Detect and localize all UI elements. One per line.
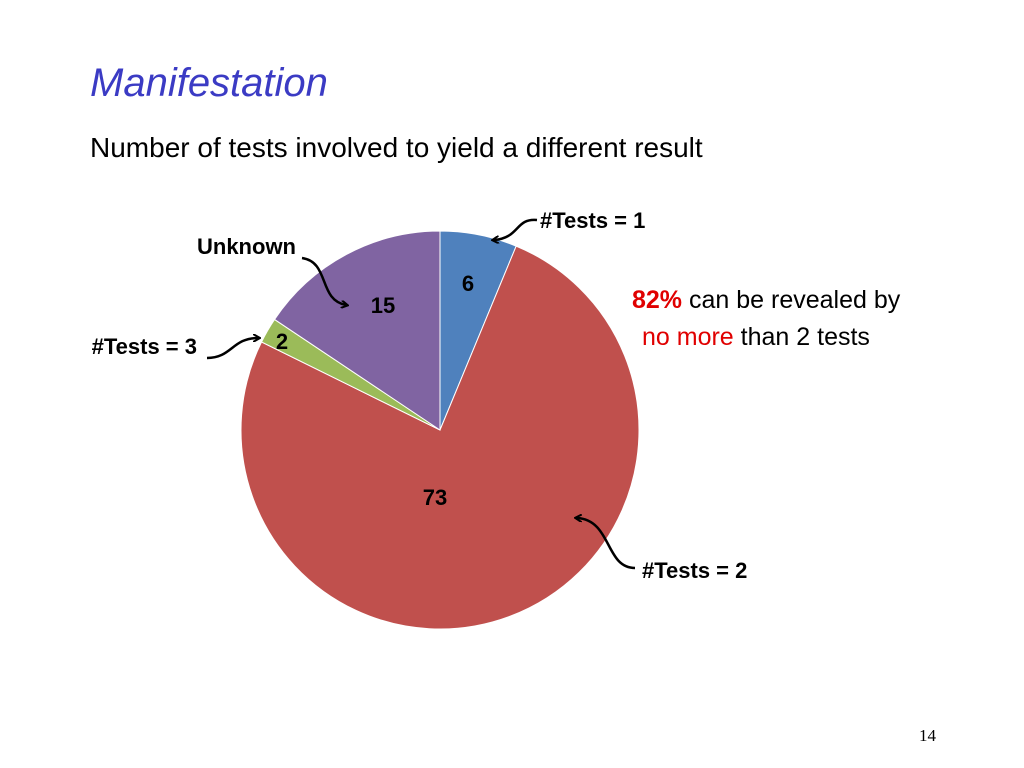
pie-slice [273, 230, 441, 431]
annotation-highlight: 82% [632, 286, 682, 314]
pie-chart: 6 #Tests = 1 73 #Tests = 2 2 #Tests = 3 15 Unkn… [92, 208, 747, 630]
annotation-text: than 2 tests [741, 323, 870, 351]
pie-slice [240, 245, 640, 630]
arrow [494, 218, 538, 240]
data-label: 6 [462, 271, 474, 296]
data-label: 73 [423, 485, 447, 510]
data-label: 2 [276, 329, 288, 354]
category-label: #Tests = 1 [540, 208, 645, 233]
category-label: #Tests = 2 [642, 558, 747, 583]
arrow [577, 518, 636, 570]
slide-title: Manifestation [90, 61, 328, 105]
annotation-highlight: no more [642, 323, 734, 351]
subtitle: Number of tests involved to yield a diff… [90, 132, 703, 163]
category-label: #Tests = 3 [92, 334, 197, 359]
data-label: 15 [371, 293, 395, 318]
arrow [301, 256, 346, 305]
annotation: no more than 2 tests [642, 323, 870, 351]
page-number: 14 [919, 726, 937, 745]
arrow [206, 338, 258, 360]
annotation-text: can be revealed by [689, 286, 901, 314]
category-label: Unknown [197, 234, 296, 259]
annotation: 82% can be revealed by [632, 286, 901, 314]
